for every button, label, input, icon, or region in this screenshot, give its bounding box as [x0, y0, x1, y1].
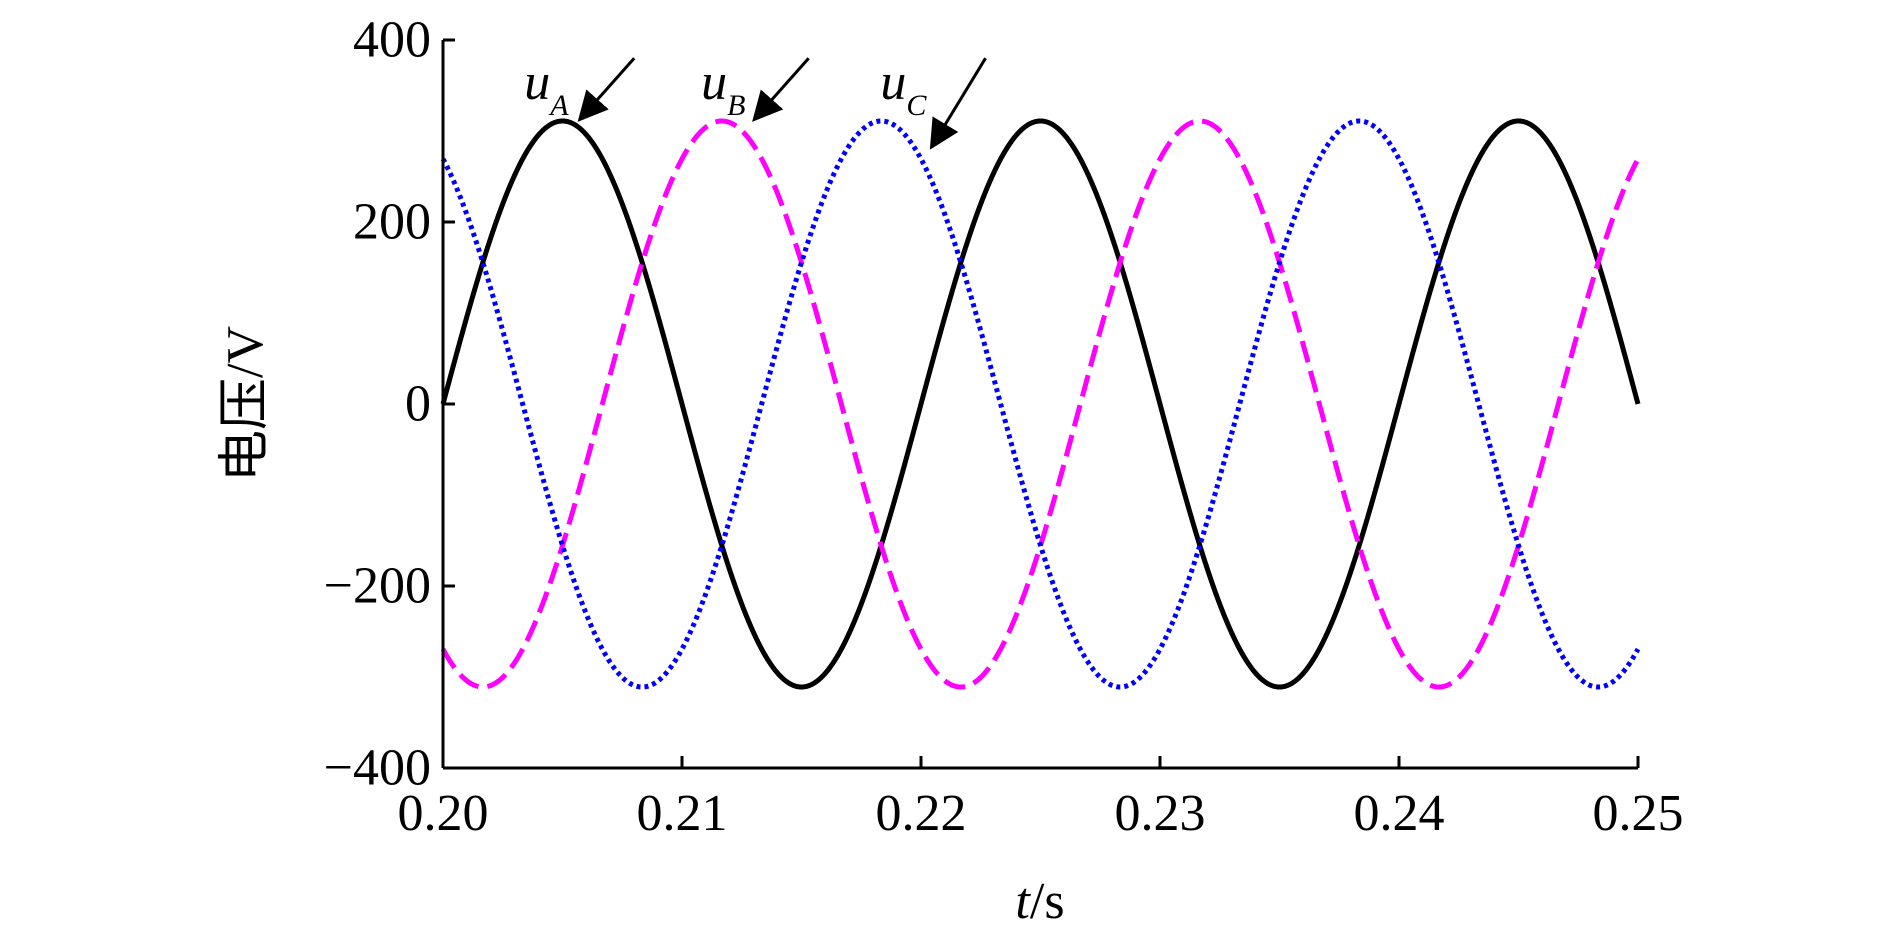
series-label-uB: uB: [701, 54, 745, 122]
series-label-main: u: [701, 54, 727, 111]
series-arrow-uB: [752, 57, 810, 122]
labels-layer: uA uB uC: [524, 54, 987, 150]
series-label-sub: C: [906, 89, 927, 122]
series-line-uC: [440, 118, 1641, 690]
series-line-uA: [440, 118, 1641, 690]
x-tick-label: 0.22: [876, 785, 967, 842]
series-label-sub: A: [548, 89, 569, 122]
x-tick-label: 0.20: [398, 785, 489, 842]
x-tick-label: 0.25: [1593, 785, 1684, 842]
x-tick-label: 0.21: [637, 785, 728, 842]
series-label-sub: B: [727, 89, 745, 122]
y-tick-label: −200: [324, 558, 431, 615]
series-arrow-uC: [929, 57, 987, 150]
axes-layer: [441, 40, 1638, 770]
y-tick-label: 0: [405, 376, 431, 433]
y-axis-title: 电压/V: [217, 326, 274, 482]
x-tick-label: 0.23: [1115, 785, 1206, 842]
x-tick-label: 0.24: [1354, 785, 1445, 842]
y-tick-label: 200: [353, 194, 431, 251]
x-axis-title: t/s: [1015, 873, 1064, 930]
series-arrow-uA: [577, 57, 636, 122]
y-tick-label: 400: [353, 12, 431, 69]
series-layer: [440, 118, 1641, 690]
series-label-uA: uA: [524, 54, 569, 122]
series-label-main: u: [524, 54, 550, 111]
y-tick-label: −400: [324, 740, 431, 797]
x-axis-var: t: [1015, 873, 1031, 930]
series-label-uC: uC: [880, 54, 927, 122]
series-label-main: u: [880, 54, 906, 111]
x-axis-unit: /s: [1030, 873, 1065, 930]
